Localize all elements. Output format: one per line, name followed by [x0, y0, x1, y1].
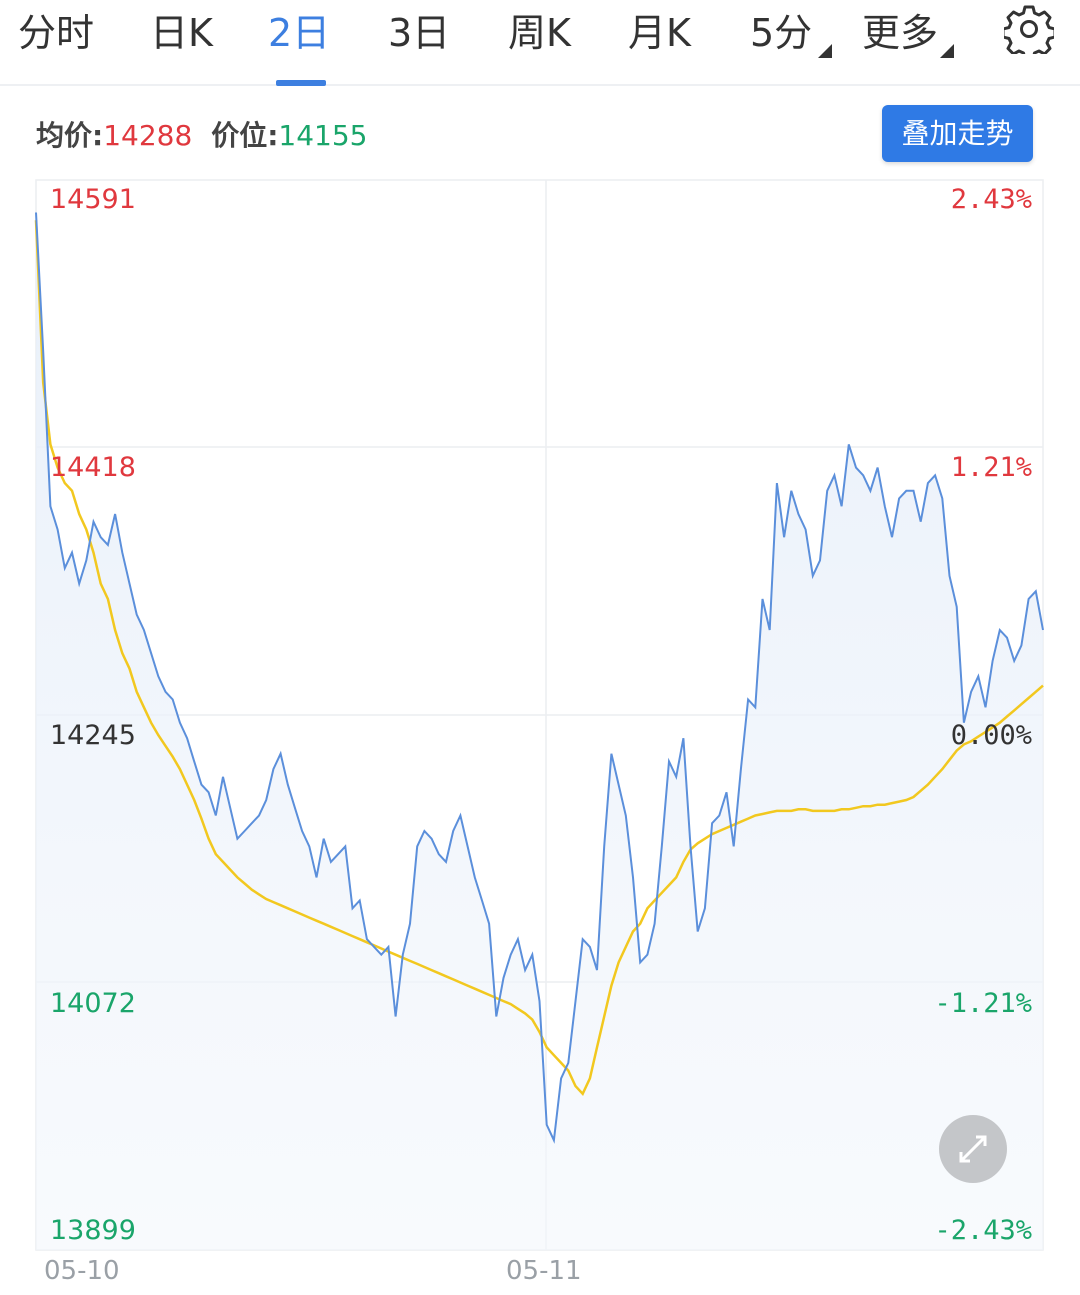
pct-label-lower: -1.21% — [934, 988, 1032, 1019]
current-price-value: 14155 — [278, 119, 368, 152]
period-tab-bar: 分时 日K 2日 3日 周K 月K 5分 更多 — [0, 0, 1080, 86]
avg-price-value: 14288 — [103, 119, 193, 152]
expand-arrows-icon — [959, 1135, 987, 1163]
tab-5-min[interactable]: 5分 — [750, 11, 813, 55]
y-label-base: 14245 — [50, 720, 136, 751]
price-line — [35, 212, 1044, 1144]
y-label-bottom: 13899 — [50, 1215, 136, 1246]
pct-label-base: 0.00% — [950, 720, 1032, 751]
tab-intraday[interactable]: 分时 — [18, 11, 95, 55]
current-price-label: 价位: — [211, 119, 279, 152]
x-label-day2: 05-11 — [506, 1256, 582, 1286]
average-price-line — [34, 220, 1044, 1097]
pct-label-top: 2.43% — [950, 184, 1032, 215]
active-tab-indicator — [276, 80, 326, 86]
y-label-lower: 14072 — [50, 988, 136, 1019]
tab-2-day[interactable]: 2日 — [268, 11, 331, 55]
price-area-fill — [36, 212, 1043, 1250]
pct-label-bottom: -2.43% — [934, 1215, 1032, 1246]
fullscreen-button[interactable] — [939, 1115, 1007, 1183]
overlay-trend-button[interactable]: 叠加走势 — [882, 105, 1033, 162]
tab-daily-k[interactable]: 日K — [150, 11, 213, 55]
tab-3-day[interactable]: 3日 — [388, 11, 451, 55]
tab-monthly-k[interactable]: 月K — [628, 11, 691, 55]
dropdown-caret-icon — [940, 44, 954, 58]
price-summary: 均价:14288 价位:14155 — [36, 114, 367, 154]
gear-icon[interactable] — [1004, 4, 1054, 54]
tab-more[interactable]: 更多 — [862, 11, 939, 55]
x-label-day1: 05-10 — [44, 1256, 120, 1286]
dropdown-caret-icon — [818, 44, 832, 58]
y-label-upper: 14418 — [50, 452, 136, 483]
tab-weekly-k[interactable]: 周K — [508, 11, 571, 55]
pct-label-upper: 1.21% — [950, 452, 1032, 483]
y-label-top: 14591 — [50, 184, 136, 215]
avg-price-label: 均价: — [36, 119, 104, 152]
